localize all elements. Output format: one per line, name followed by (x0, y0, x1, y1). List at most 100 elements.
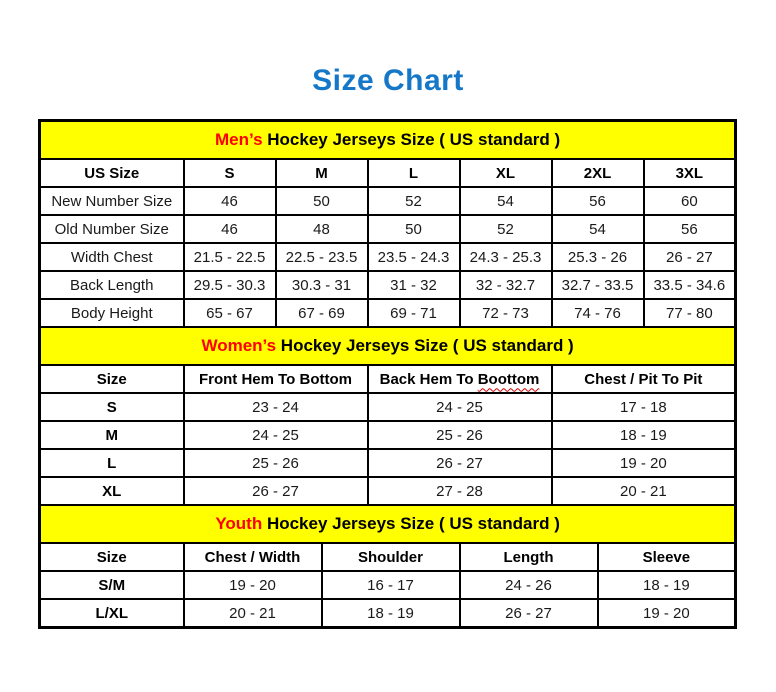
table-row: Old Number Size 46 48 50 52 54 56 (38, 214, 737, 244)
table-cell: 26 - 27 (642, 242, 737, 272)
row-label: Back Length (38, 270, 185, 300)
table-cell: 17 - 18 (550, 392, 737, 422)
youth-highlight-text: Youth (215, 514, 263, 533)
table-cell: 69 - 71 (366, 298, 461, 328)
table-cell: 72 - 73 (458, 298, 553, 328)
table-cell: 19 - 20 (596, 598, 737, 629)
column-header: Chest / Pit To Pit (550, 364, 737, 394)
table-cell: 27 - 28 (366, 476, 553, 506)
column-header: Size (38, 364, 185, 394)
womens-section-title: Women’s Hockey Jerseys Size ( US standar… (38, 326, 737, 366)
mens-section-title: Men’s Hockey Jerseys Size ( US standard … (38, 119, 737, 160)
table-cell: 21.5 - 22.5 (182, 242, 277, 272)
table-cell: 24.3 - 25.3 (458, 242, 553, 272)
table-cell: 33.5 - 34.6 (642, 270, 737, 300)
youth-section-banner: Youth Hockey Jerseys Size ( US standard … (38, 504, 737, 544)
table-cell: 20 - 21 (550, 476, 737, 506)
column-header: Shoulder (320, 542, 461, 572)
table-cell: 18 - 19 (320, 598, 461, 629)
table-row: L 25 - 26 26 - 27 19 - 20 (38, 448, 737, 478)
table-cell: 74 - 76 (550, 298, 645, 328)
table-cell: 18 - 19 (596, 570, 737, 600)
table-cell: 24 - 25 (366, 392, 553, 422)
womens-highlight-text: Women’s (201, 336, 277, 355)
size-chart-container: Men’s Hockey Jerseys Size ( US standard … (38, 119, 776, 629)
misspelled-word: Boottom (477, 370, 540, 388)
table-cell: 29.5 - 30.3 (182, 270, 277, 300)
table-cell: 25 - 26 (366, 420, 553, 450)
size-chart-table: Men’s Hockey Jerseys Size ( US standard … (38, 119, 738, 629)
table-cell: 52 (366, 186, 461, 216)
table-cell: 24 - 26 (458, 570, 599, 600)
table-cell: 23 - 24 (182, 392, 369, 422)
table-cell: 67 - 69 (274, 298, 369, 328)
table-row: Width Chest 21.5 - 22.5 22.5 - 23.5 23.5… (38, 242, 737, 272)
column-header: Length (458, 542, 599, 572)
table-row: S 23 - 24 24 - 25 17 - 18 (38, 392, 737, 422)
row-label: L/XL (38, 598, 185, 629)
row-label: Old Number Size (38, 214, 185, 244)
column-header: US Size (38, 158, 185, 188)
table-cell: 19 - 20 (550, 448, 737, 478)
column-header: Size (38, 542, 185, 572)
table-cell: 19 - 20 (182, 570, 323, 600)
row-label: Body Height (38, 298, 185, 328)
youth-section-title: Youth Hockey Jerseys Size ( US standard … (38, 504, 737, 544)
column-header: S (182, 158, 277, 188)
table-cell: 52 (458, 214, 553, 244)
column-header: Front Hem To Bottom (182, 364, 369, 394)
column-header: L (366, 158, 461, 188)
youth-banner-rest-text: Hockey Jerseys Size ( US standard ) (262, 514, 560, 533)
table-cell: 32 - 32.7 (458, 270, 553, 300)
table-row: Back Length 29.5 - 30.3 30.3 - 31 31 - 3… (38, 270, 737, 300)
table-cell: 56 (642, 214, 737, 244)
table-cell: 18 - 19 (550, 420, 737, 450)
table-cell: 26 - 27 (366, 448, 553, 478)
table-cell: 25.3 - 26 (550, 242, 645, 272)
womens-section-banner: Women’s Hockey Jerseys Size ( US standar… (38, 326, 737, 366)
table-row: S/M 19 - 20 16 - 17 24 - 26 18 - 19 (38, 570, 737, 600)
table-cell: 60 (642, 186, 737, 216)
column-header: Back Hem To Boottom (366, 364, 553, 394)
column-header: Chest / Width (182, 542, 323, 572)
table-cell: 54 (458, 186, 553, 216)
row-label: Width Chest (38, 242, 185, 272)
table-cell: 46 (182, 186, 277, 216)
mens-header-row: US Size S M L XL 2XL 3XL (38, 158, 737, 188)
table-row: M 24 - 25 25 - 26 18 - 19 (38, 420, 737, 450)
column-header: 3XL (642, 158, 737, 188)
table-cell: 48 (274, 214, 369, 244)
row-label: S/M (38, 570, 185, 600)
table-cell: 20 - 21 (182, 598, 323, 629)
row-label: M (38, 420, 185, 450)
row-label: S (38, 392, 185, 422)
table-cell: 46 (182, 214, 277, 244)
column-header: Sleeve (596, 542, 737, 572)
row-label: New Number Size (38, 186, 185, 216)
row-label: XL (38, 476, 185, 506)
mens-banner-rest-text: Hockey Jerseys Size ( US standard ) (262, 130, 561, 149)
page-title: Size Chart (312, 64, 464, 97)
womens-banner-rest-text: Hockey Jerseys Size ( US standard ) (276, 336, 574, 355)
column-header: 2XL (550, 158, 645, 188)
table-cell: 25 - 26 (182, 448, 369, 478)
table-cell: 16 - 17 (320, 570, 461, 600)
table-cell: 30.3 - 31 (274, 270, 369, 300)
table-cell: 22.5 - 23.5 (274, 242, 369, 272)
table-cell: 65 - 67 (182, 298, 277, 328)
youth-header-row: Size Chest / Width Shoulder Length Sleev… (38, 542, 737, 572)
table-cell: 26 - 27 (182, 476, 369, 506)
table-cell: 77 - 80 (642, 298, 737, 328)
table-cell: 50 (366, 214, 461, 244)
table-cell: 32.7 - 33.5 (550, 270, 645, 300)
column-header-text: Back Hem To (379, 370, 478, 388)
table-cell: 50 (274, 186, 369, 216)
table-cell: 31 - 32 (366, 270, 461, 300)
mens-highlight-text: Men’s (214, 130, 263, 149)
table-row: Body Height 65 - 67 67 - 69 69 - 71 72 -… (38, 298, 737, 328)
table-row: New Number Size 46 50 52 54 56 60 (38, 186, 737, 216)
table-row: XL 26 - 27 27 - 28 20 - 21 (38, 476, 737, 506)
table-row: L/XL 20 - 21 18 - 19 26 - 27 19 - 20 (38, 598, 737, 629)
row-label: L (38, 448, 185, 478)
column-header: M (274, 158, 369, 188)
